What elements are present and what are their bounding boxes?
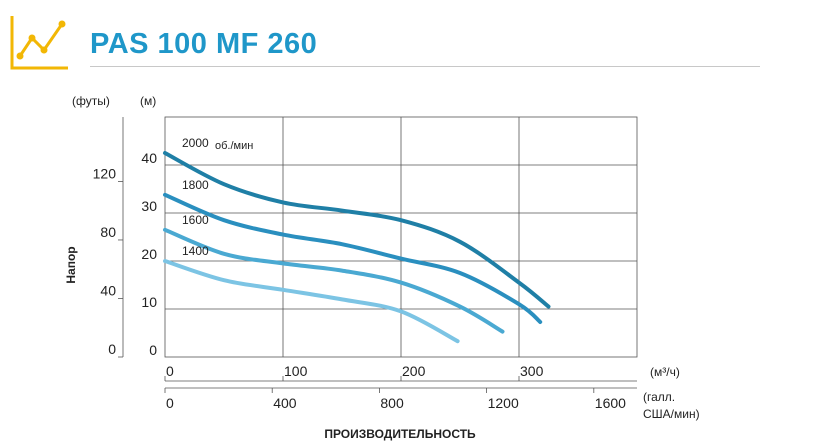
series-label-1800: 1800 [182, 178, 209, 192]
series-line-1800 [163, 192, 543, 324]
y-tick-secondary: 0 [108, 341, 116, 357]
x-tick-secondary: 0 [166, 395, 174, 411]
y-tick-secondary: 80 [100, 224, 116, 240]
line-chart-icon [10, 12, 70, 72]
x-tick-primary: 300 [520, 363, 544, 379]
x-tick-secondary: 1200 [488, 395, 519, 411]
series-line-2000 [163, 151, 551, 309]
y-unit-primary: (м) [140, 94, 156, 108]
x-unit-primary: (м³/ч) [650, 365, 680, 379]
page-title: PAS 100 MF 260 [90, 28, 318, 60]
x-tick-primary: 200 [402, 363, 426, 379]
x-axis-label: ПРОИЗВОДИТЕЛЬНОСТЬ [324, 427, 476, 441]
series-unit-2000: об./мин [215, 140, 253, 152]
y-tick-secondary: 120 [93, 165, 117, 181]
y-tick-primary: 40 [141, 150, 157, 166]
x-unit-secondary-line2: США/мин) [643, 407, 700, 421]
series-label-1400: 1400 [182, 244, 209, 258]
x-tick-secondary: 400 [273, 395, 297, 411]
series-label-1600: 1600 [182, 213, 209, 227]
x-tick-secondary: 800 [380, 395, 404, 411]
title-divider [90, 66, 760, 67]
chart-series: 2000 об./мин 1800 1600 1400 [163, 136, 551, 344]
y-unit-secondary: (футы) [72, 94, 110, 108]
y-tick-primary: 20 [141, 246, 157, 262]
series-line-1600 [163, 227, 505, 334]
chart-grid [164, 116, 638, 358]
x-unit-secondary-line1: (галл. [643, 390, 675, 404]
y-tick-primary: 0 [149, 342, 157, 358]
y-tick-secondary: 40 [100, 282, 116, 298]
x-tick-primary: 100 [284, 363, 308, 379]
series-label-2000: 2000 [182, 136, 209, 150]
y-tick-primary: 30 [141, 198, 157, 214]
x-tick-secondary: 1600 [595, 395, 626, 411]
y-axis-label: Напор [64, 246, 78, 283]
x-tick-primary: 0 [166, 363, 174, 379]
y-tick-primary: 10 [141, 294, 157, 310]
series-line-1400 [163, 259, 460, 344]
